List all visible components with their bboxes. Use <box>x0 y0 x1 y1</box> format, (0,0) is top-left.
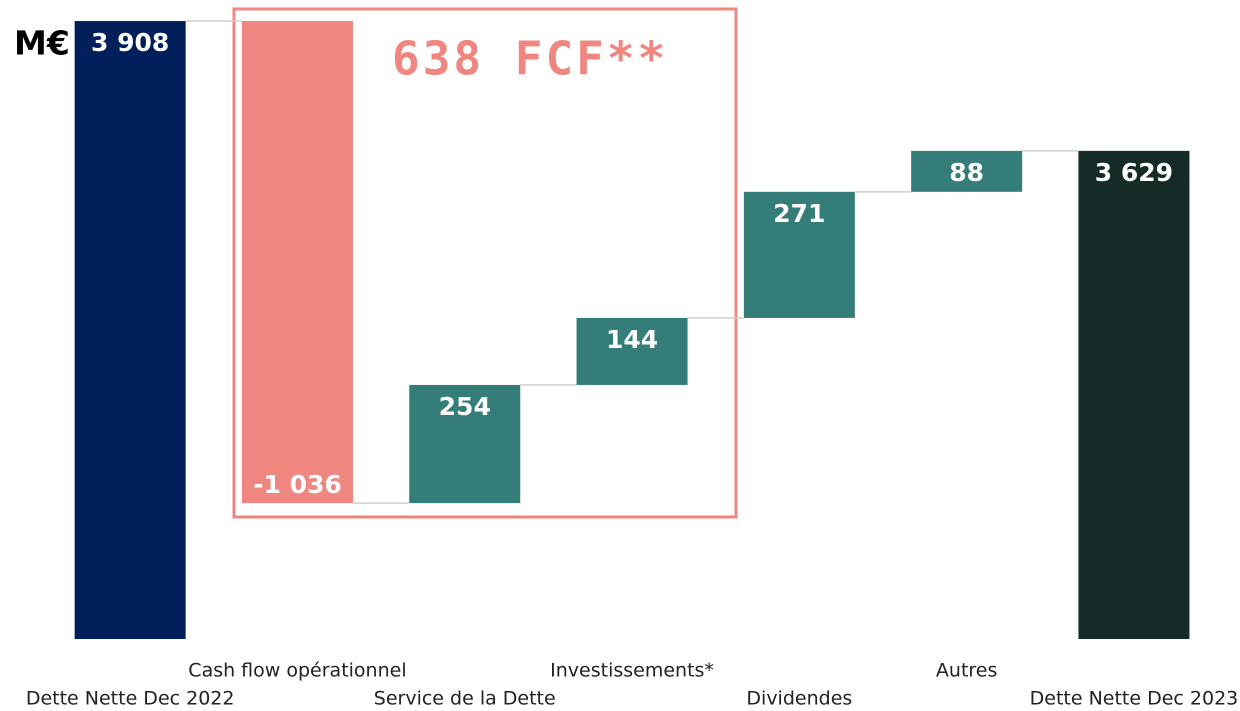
value-label: 254 <box>439 392 491 421</box>
value-label: -1 036 <box>253 470 342 499</box>
bar <box>911 150 1023 192</box>
value-label: 3 629 <box>1095 158 1173 187</box>
value-label: 271 <box>773 199 825 228</box>
x-tick-label: Cash flow opérationnel <box>188 660 406 682</box>
bar <box>743 191 855 318</box>
bar <box>409 384 521 504</box>
unit-label: M€ <box>14 24 70 63</box>
value-label: 88 <box>949 158 984 187</box>
bar <box>1078 150 1190 640</box>
x-tick-label: Dividendes <box>746 688 852 710</box>
x-tick-label: Investissements* <box>550 660 714 682</box>
x-tick-label: Autres <box>936 660 997 682</box>
value-label: 144 <box>606 325 658 354</box>
bar <box>74 21 186 639</box>
value-label: 3 908 <box>91 28 169 57</box>
fcf-box <box>232 7 738 519</box>
x-tick-label: Dette Nette Dec 2022 <box>26 688 235 710</box>
annotation: 638 FCF** <box>392 32 668 86</box>
bar <box>241 21 353 504</box>
bar <box>576 317 688 385</box>
x-tick-label: Dette Nette Dec 2023 <box>1030 688 1239 710</box>
x-tick-label: Service de la Dette <box>374 688 556 710</box>
